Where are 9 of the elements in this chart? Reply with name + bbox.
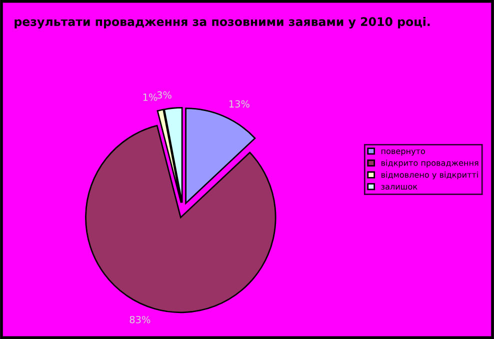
legend-label: відкрито провадження: [381, 160, 478, 168]
data-label: 83%: [130, 316, 150, 324]
data-label: 13%: [229, 100, 250, 108]
legend-label: залишок: [381, 184, 418, 190]
legend-label: відмовлено у відкритті: [381, 172, 478, 180]
chart-title: результати провадження за позовними заявами у 2010 році.: [14, 16, 430, 28]
data-label: 3%: [157, 91, 172, 99]
data-label: 1%: [143, 94, 158, 101]
legend-label: повернуто: [381, 149, 425, 156]
